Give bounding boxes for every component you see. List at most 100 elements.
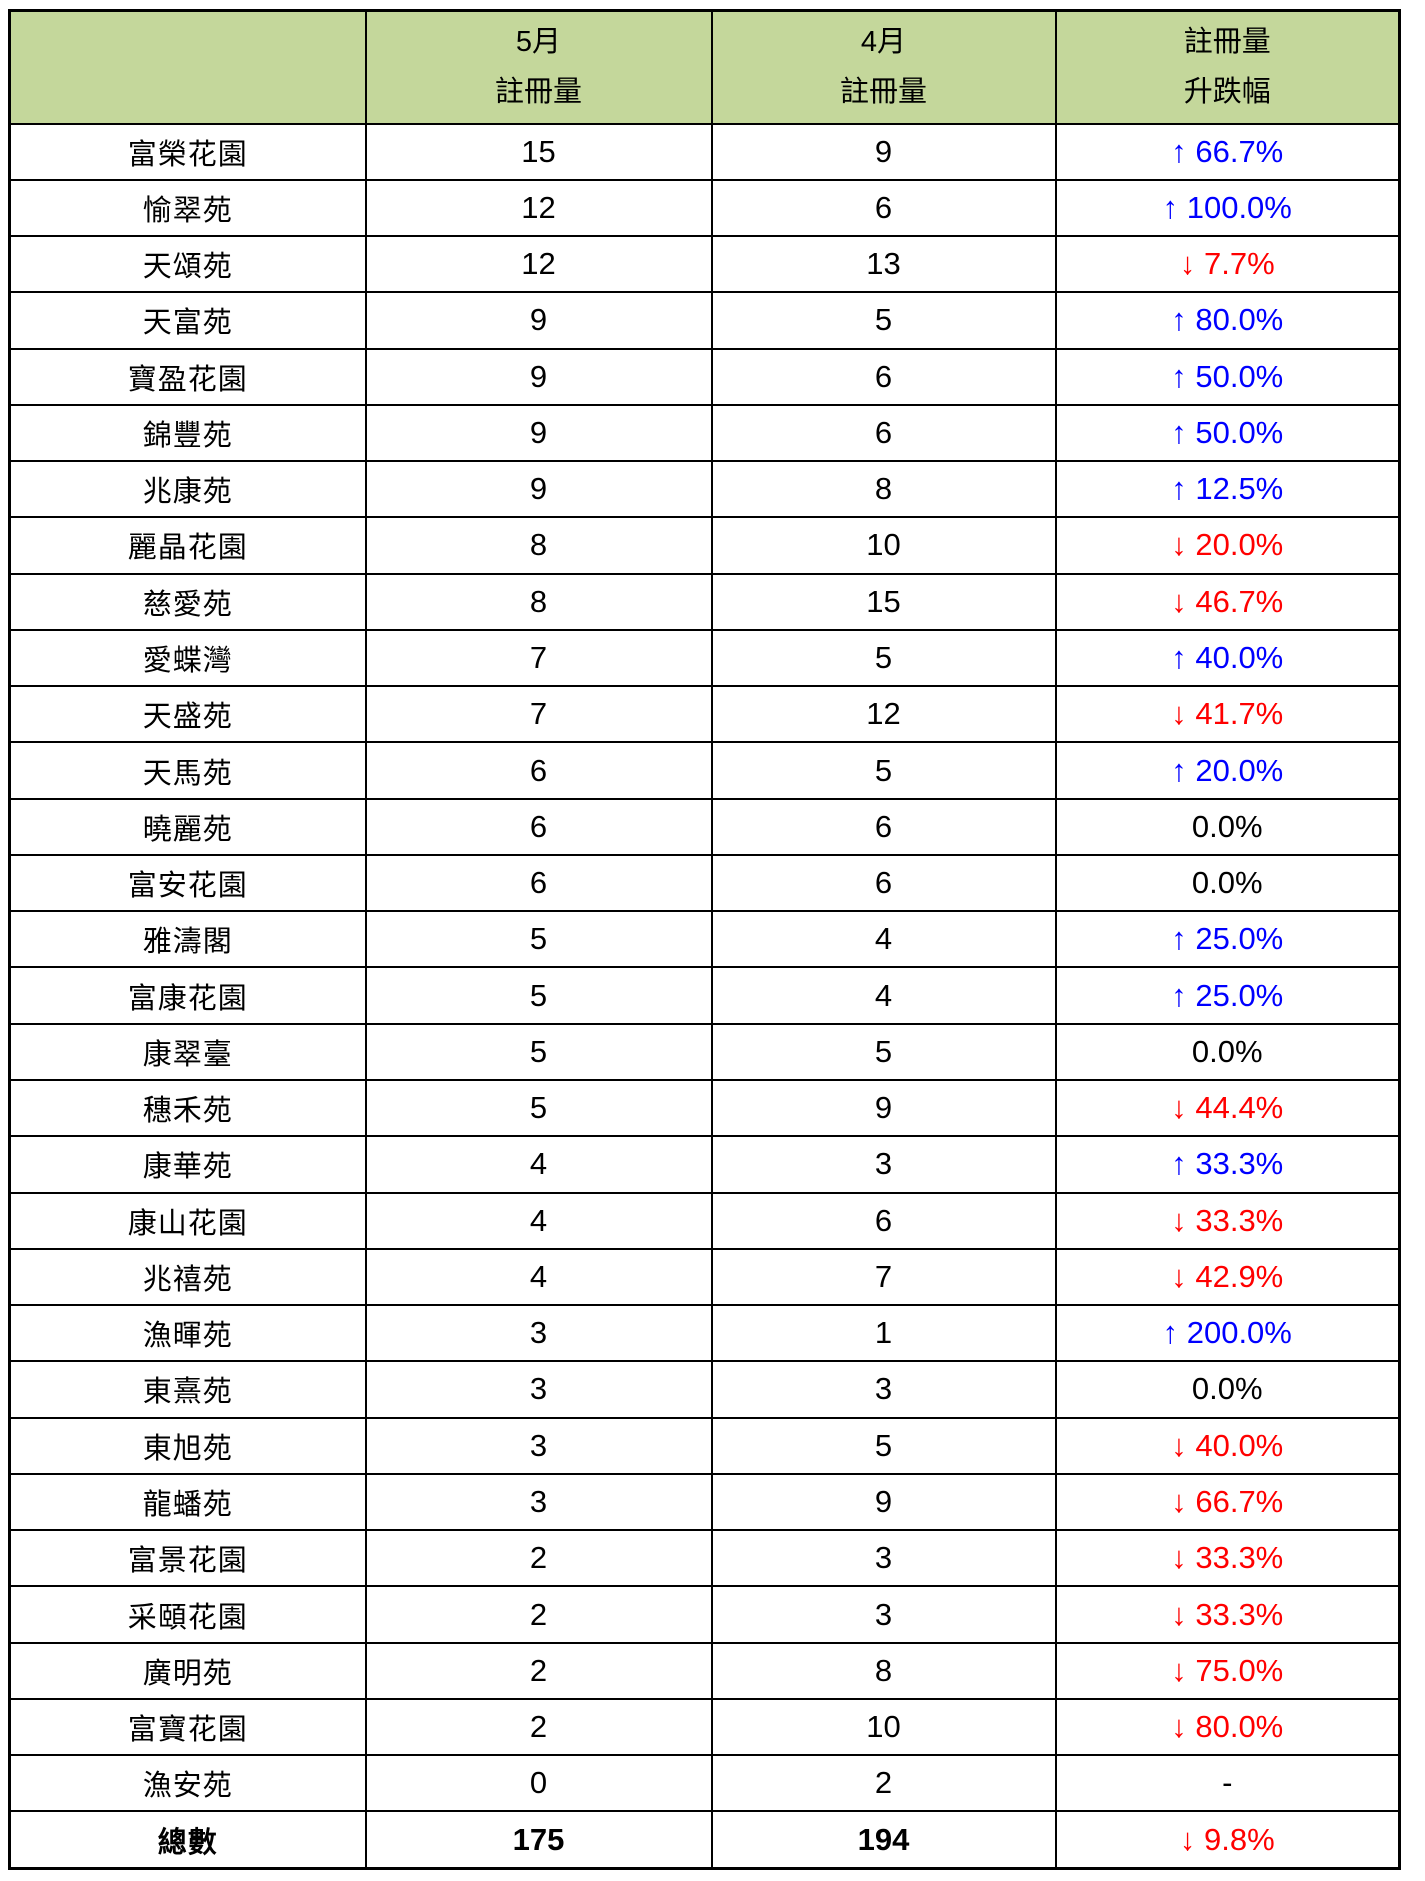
estate-name-cell: 富景花園 — [8, 1529, 367, 1588]
change-pct-cell: ↓ 40.0% — [1054, 1416, 1401, 1475]
estate-name-cell: 廣明苑 — [8, 1641, 367, 1700]
estate-name-cell: 康山花園 — [8, 1191, 367, 1250]
table-row: 富寶花園 2 10 ↓ 80.0% — [8, 1697, 1401, 1757]
may-volume-cell: 4 — [364, 1135, 713, 1194]
change-pct-cell: ↓ 33.3% — [1054, 1191, 1401, 1250]
change-pct-cell: ↑ 33.3% — [1054, 1135, 1401, 1194]
change-pct-cell: ↓ 66.7% — [1054, 1472, 1401, 1532]
apr-volume-cell: 6 — [710, 1191, 1057, 1250]
may-volume-cell: 3 — [364, 1360, 713, 1419]
table-row: 富榮花園 15 9 ↑ 66.7% — [8, 122, 1401, 181]
may-volume-cell: 7 — [364, 685, 713, 744]
may-volume-cell: 2 — [364, 1529, 713, 1588]
change-pct-cell: ↑ 100.0% — [1054, 178, 1401, 238]
may-volume-cell: 12 — [364, 178, 713, 238]
change-pct-cell: ↓ 41.7% — [1054, 685, 1401, 744]
apr-volume-cell: 5 — [710, 741, 1057, 800]
estate-name-cell: 愉翠苑 — [8, 178, 367, 238]
estate-name-cell: 天盛苑 — [8, 685, 367, 744]
total-apr-cell: 194 — [710, 1810, 1057, 1870]
table-row: 廣明苑 2 8 ↓ 75.0% — [8, 1641, 1401, 1700]
estate-name-cell: 富寶花園 — [8, 1697, 367, 1757]
estate-name-cell: 富榮花園 — [8, 122, 367, 181]
estate-name-cell: 麗晶花園 — [8, 516, 367, 575]
table-row: 富安花園 6 6 0.0% — [8, 853, 1401, 913]
header-row: 5月 註冊量 4月 註冊量 註冊量 升跌幅 — [8, 9, 1401, 125]
header-may-line1: 5月 — [515, 26, 562, 59]
table-row: 雅濤閣 5 4 ↑ 25.0% — [8, 910, 1401, 969]
apr-volume-cell: 5 — [710, 1022, 1057, 1082]
apr-volume-cell: 6 — [710, 853, 1057, 913]
may-volume-cell: 2 — [364, 1641, 713, 1700]
apr-volume-cell: 6 — [710, 403, 1057, 463]
estate-name-cell: 采頤花園 — [8, 1585, 367, 1644]
estate-name-cell: 康華苑 — [8, 1135, 367, 1194]
apr-volume-cell: 5 — [710, 628, 1057, 688]
estate-name-cell: 富安花園 — [8, 853, 367, 913]
change-pct-cell: ↓ 20.0% — [1054, 516, 1401, 575]
estate-name-cell: 愛蝶灣 — [8, 628, 367, 688]
estate-name-cell: 天頌苑 — [8, 235, 367, 294]
change-pct-cell: ↑ 20.0% — [1054, 741, 1401, 800]
may-volume-cell: 9 — [364, 347, 713, 406]
table-row: 康山花園 4 6 ↓ 33.3% — [8, 1191, 1401, 1250]
apr-volume-cell: 5 — [710, 291, 1057, 350]
apr-volume-cell: 3 — [710, 1585, 1057, 1644]
change-pct-cell: ↓ 44.4% — [1054, 1079, 1401, 1138]
table-row: 東熹苑 3 3 0.0% — [8, 1360, 1401, 1419]
change-pct-cell: ↓ 33.3% — [1054, 1529, 1401, 1588]
change-pct-cell: - — [1054, 1754, 1401, 1813]
header-may-volume: 5月 註冊量 — [364, 9, 713, 125]
table-row: 富景花園 2 3 ↓ 33.3% — [8, 1529, 1401, 1588]
table-row: 采頤花園 2 3 ↓ 33.3% — [8, 1585, 1401, 1644]
change-pct-cell: ↑ 66.7% — [1054, 122, 1401, 181]
table-row: 兆康苑 9 8 ↑ 12.5% — [8, 460, 1401, 519]
estate-name-cell: 慈愛苑 — [8, 572, 367, 631]
table-row: 天頌苑 12 13 ↓ 7.7% — [8, 235, 1401, 294]
header-change-pct: 註冊量 升跌幅 — [1054, 9, 1401, 125]
apr-volume-cell: 8 — [710, 1641, 1057, 1700]
apr-volume-cell: 6 — [710, 178, 1057, 238]
estate-name-cell: 天馬苑 — [8, 741, 367, 800]
may-volume-cell: 4 — [364, 1247, 713, 1307]
apr-volume-cell: 10 — [710, 1697, 1057, 1757]
apr-volume-cell: 3 — [710, 1135, 1057, 1194]
apr-volume-cell: 8 — [710, 460, 1057, 519]
may-volume-cell: 6 — [364, 853, 713, 913]
apr-volume-cell: 6 — [710, 797, 1057, 856]
header-apr-line2: 註冊量 — [839, 76, 927, 109]
may-volume-cell: 6 — [364, 797, 713, 856]
estate-name-cell: 東熹苑 — [8, 1360, 367, 1419]
change-pct-cell: ↓ 46.7% — [1054, 572, 1401, 631]
total-change-cell: ↓ 9.8% — [1054, 1810, 1401, 1870]
estate-name-cell: 康翠臺 — [8, 1022, 367, 1082]
may-volume-cell: 5 — [364, 966, 713, 1025]
table-row: 富康花園 5 4 ↑ 25.0% — [8, 966, 1401, 1025]
may-volume-cell: 12 — [364, 235, 713, 294]
may-volume-cell: 5 — [364, 1079, 713, 1138]
table-row: 愉翠苑 12 6 ↑ 100.0% — [8, 178, 1401, 238]
change-pct-cell: ↑ 50.0% — [1054, 403, 1401, 463]
apr-volume-cell: 2 — [710, 1754, 1057, 1813]
table-row: 慈愛苑 8 15 ↓ 46.7% — [8, 572, 1401, 631]
change-pct-cell: 0.0% — [1054, 853, 1401, 913]
may-volume-cell: 8 — [364, 516, 713, 575]
estate-name-cell: 兆康苑 — [8, 460, 367, 519]
table-row: 漁安苑 0 2 - — [8, 1754, 1401, 1813]
registrations-table: 5月 註冊量 4月 註冊量 註冊量 升跌幅 富榮花園 15 9 ↑ 66.7% — [8, 9, 1401, 1870]
may-volume-cell: 3 — [364, 1304, 713, 1363]
may-volume-cell: 2 — [364, 1697, 713, 1757]
table-row: 寶盈花園 9 6 ↑ 50.0% — [8, 347, 1401, 406]
estate-name-cell: 漁暉苑 — [8, 1304, 367, 1363]
table-row: 曉麗苑 6 6 0.0% — [8, 797, 1401, 856]
table-row: 愛蝶灣 7 5 ↑ 40.0% — [8, 628, 1401, 688]
corner-header-cell — [8, 9, 367, 125]
change-pct-cell: ↓ 75.0% — [1054, 1641, 1401, 1700]
table-row: 康華苑 4 3 ↑ 33.3% — [8, 1135, 1401, 1194]
may-volume-cell: 2 — [364, 1585, 713, 1644]
change-pct-cell: 0.0% — [1054, 1360, 1401, 1419]
header-apr-line1: 4月 — [860, 26, 907, 59]
apr-volume-cell: 3 — [710, 1360, 1057, 1419]
change-pct-cell: ↑ 80.0% — [1054, 291, 1401, 350]
may-volume-cell: 5 — [364, 910, 713, 969]
